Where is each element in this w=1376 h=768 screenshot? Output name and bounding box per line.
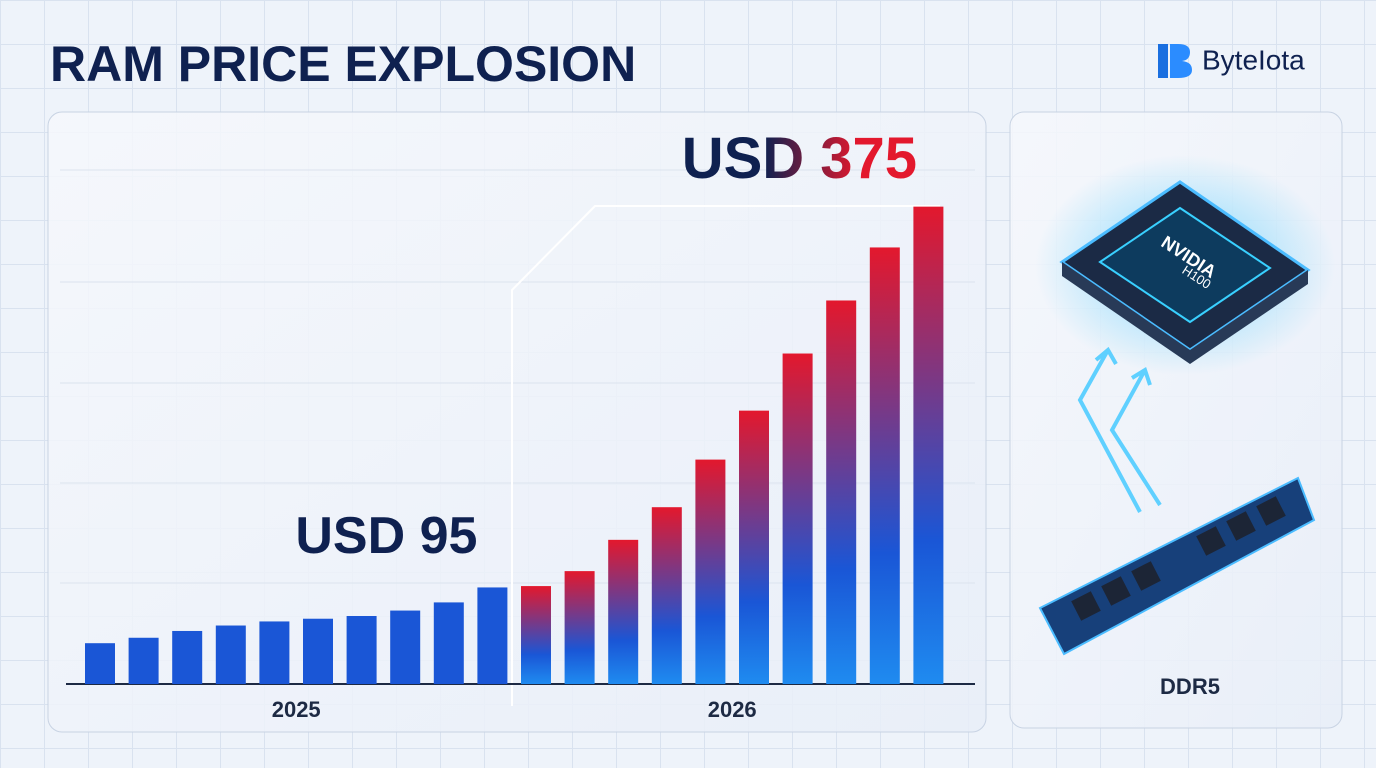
x-group-label: 2025 bbox=[272, 697, 321, 722]
bar bbox=[477, 587, 508, 684]
bar bbox=[303, 618, 333, 684]
bar bbox=[215, 625, 246, 684]
arrows bbox=[1077, 346, 1162, 513]
bar bbox=[564, 571, 595, 684]
bar bbox=[259, 621, 290, 684]
bar bbox=[608, 539, 639, 684]
bar bbox=[346, 616, 377, 684]
panel-grid bbox=[60, 169, 975, 584]
bar bbox=[782, 353, 813, 684]
gpu-chip bbox=[1035, 155, 1335, 375]
bar bbox=[739, 410, 769, 684]
bar bbox=[172, 630, 203, 684]
connector-line bbox=[511, 205, 940, 706]
bar bbox=[433, 602, 464, 684]
bar bbox=[913, 206, 944, 684]
bar bbox=[826, 300, 857, 684]
side-label: DDR5 bbox=[1160, 674, 1220, 699]
bar bbox=[128, 637, 159, 684]
brand-logo bbox=[1158, 44, 1192, 78]
bar bbox=[390, 610, 421, 684]
bar bbox=[521, 586, 551, 684]
bar bbox=[695, 459, 726, 684]
ram-module bbox=[1038, 476, 1316, 656]
value-label: USD 95 bbox=[295, 507, 477, 565]
bar bbox=[651, 507, 682, 684]
brand-name: ByteIota bbox=[1202, 44, 1305, 75]
value-label: USD 375 bbox=[682, 126, 917, 191]
chart-title: RAM PRICE EXPLOSION bbox=[50, 36, 636, 92]
bar bbox=[869, 247, 900, 684]
x-group-label: 2026 bbox=[708, 697, 757, 722]
bar bbox=[85, 643, 115, 684]
